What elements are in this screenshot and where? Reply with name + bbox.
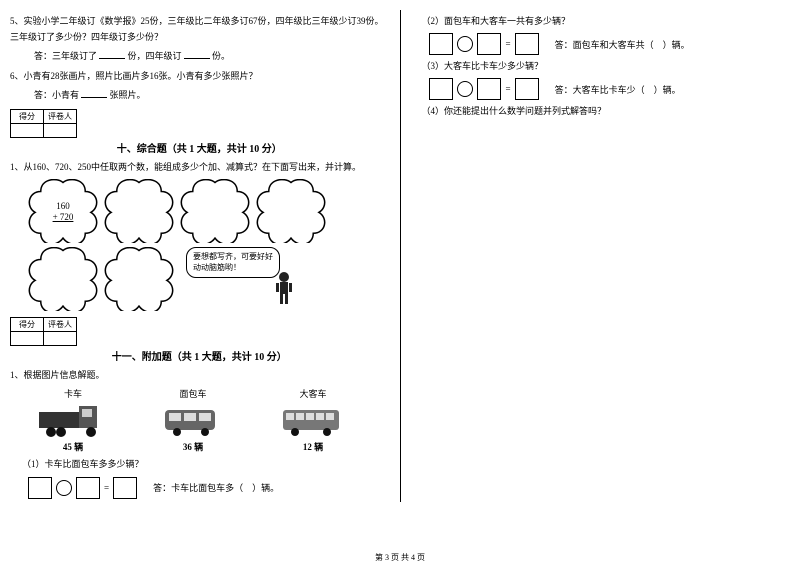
q6-text: 6、小青有28张画片，照片比画片多16张。小青有多少张照片？ [10,68,388,84]
vehicle-count: 12 辆 [268,440,358,453]
eq-box [477,78,501,100]
sub1-text: （1）卡车比面包车多多少辆？ [22,456,388,472]
flower-shape [256,179,326,243]
speech-group: 要想都写齐，可要好好动动脑筋哟！ [186,247,296,311]
score-cell-label: 得分 [11,318,44,332]
score-cell [11,123,44,137]
sec11-question: 1、根据图片信息解题。 [10,367,388,383]
flower-text: 160 + 720 [28,201,98,223]
flower-shape [28,247,98,311]
eq-sign: = [505,39,510,49]
equation-row: = 答：大客车比卡车少（ ）辆。 [429,78,790,100]
ans2-text: 答：面包车和大客车共（ ）辆。 [555,38,690,51]
q5a-prefix: 答：三年级订了 [34,51,97,61]
score-cell [11,332,44,346]
vehicle-count: 45 辆 [28,440,118,453]
flower-shape: 160 + 720 [28,179,98,243]
score-table: 得分 评卷人 [10,109,77,138]
score-cell-label: 得分 [11,109,44,123]
flower-shape [180,179,250,243]
eq-box [113,477,137,499]
eq-box [477,33,501,55]
q6a-prefix: 答：小青有 [34,90,79,100]
eq-sign: = [505,84,510,94]
vehicle-title: 面包车 [148,387,238,400]
q5a-suffix: 份。 [212,51,230,61]
section-11-title: 十一、附加题（共 1 大题，共计 10 分） [10,348,388,363]
eq-op-circle [457,81,473,97]
blank [81,87,107,98]
eq-box [76,477,100,499]
van-icon [157,402,229,438]
speech-bubble: 要想都写齐，可要好好动动脑筋哟！ [186,247,280,278]
vehicle-col-van: 面包车 36 辆 [148,387,238,453]
equation-row: = 答：卡车比面包车多（ ）辆。 [28,477,388,499]
vehicle-col-truck: 卡车 45 辆 [28,387,118,453]
column-left: 5、实验小学二年级订《数学报》25份，三年级比二年级多订67份，四年级比三年级少… [10,10,401,502]
q6a-suffix: 张照片。 [110,90,146,100]
q5a-mid: 份，四年级订 [128,51,182,61]
score-cell-label: 评卷人 [44,109,77,123]
blank [99,48,125,59]
star-row: 要想都写齐，可要好好动动脑筋哟！ [28,247,388,311]
sub4-text: （4）你还能提出什么数学问题并列式解答吗？ [421,103,790,119]
q5-answer: 答：三年级订了 份，四年级订 份。 [10,48,388,64]
star-row: 160 + 720 [28,179,388,243]
eq-box [515,78,539,100]
vehicle-title: 卡车 [28,387,118,400]
eq-box [429,78,453,100]
page: 5、实验小学二年级订《数学报》25份，三年级比二年级多订67份，四年级比三年级少… [0,0,800,502]
vehicle-count: 36 辆 [148,440,238,453]
eq-op-circle [56,480,72,496]
section-10-title: 十、综合题（共 1 大题，共计 10 分） [10,140,388,155]
score-cell [44,332,77,346]
score-cell [44,123,77,137]
eq-box [28,477,52,499]
boy-icon [272,270,296,306]
vehicle-row: 卡车 45 辆 面包车 [28,387,388,453]
q6-answer: 答：小青有 张照片。 [10,87,388,103]
eq-box [429,33,453,55]
score-table: 得分 评卷人 [10,317,77,346]
flower-num1: 160 [56,201,70,211]
vehicle-col-bus: 大客车 12 辆 [268,387,358,453]
eq-op-circle [457,36,473,52]
flower-num2: + 720 [53,212,74,222]
eq-sign: = [104,483,109,493]
vehicle-title: 大客车 [268,387,358,400]
flower-shape [104,179,174,243]
score-cell-label: 评卷人 [44,318,77,332]
ans1-text: 答：卡车比面包车多（ ）辆。 [153,481,279,494]
q5-text: 5、实验小学二年级订《数学报》25份，三年级比二年级多订67份，四年级比三年级少… [10,13,388,45]
bus-icon [277,402,349,438]
blank [184,48,210,59]
truck-icon [37,402,109,438]
ans3-text: 答：大客车比卡车少（ ）辆。 [555,83,681,96]
sub2-text: （2）面包车和大客车一共有多少辆？ [421,13,790,29]
sub3-text: （3）大客车比卡车少多少辆？ [421,58,790,74]
eq-box [515,33,539,55]
page-footer: 第 3 页 共 4 页 [0,552,800,563]
flower-shape [104,247,174,311]
column-right: （2）面包车和大客车一共有多少辆？ = 答：面包车和大客车共（ ）辆。 （3）大… [417,10,790,502]
equation-row: = 答：面包车和大客车共（ ）辆。 [429,33,790,55]
sec10-question: 1、从160、720、250中任取两个数，能组成多少个加、减算式？在下面写出来，… [10,159,388,175]
